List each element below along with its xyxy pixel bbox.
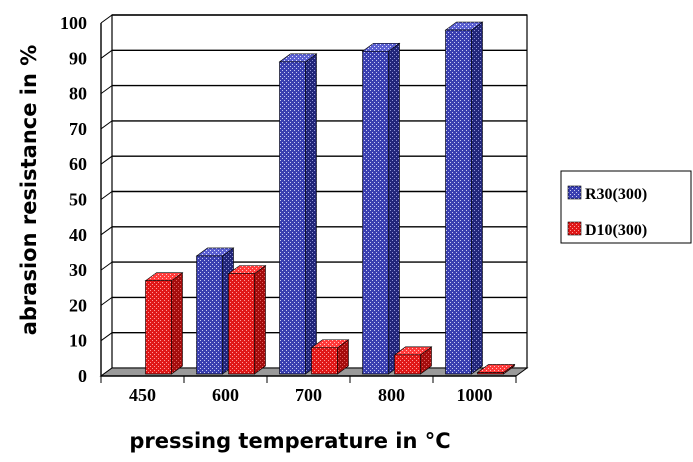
bar-front <box>145 280 172 375</box>
side-wall-tick <box>100 14 113 24</box>
y-tick-label: 50 <box>69 190 87 210</box>
bar-D10(300)-450 <box>144 272 184 375</box>
bar-front <box>445 29 472 375</box>
legend-label: R30(300) <box>585 186 647 203</box>
y-tick-label: 40 <box>69 225 87 245</box>
y-tick-label: 100 <box>60 13 87 33</box>
x-tick-labels: 450 600 700 800 1000 <box>129 385 493 405</box>
side-wall-tick <box>100 120 113 130</box>
bar-side <box>305 53 317 375</box>
y-tick-label: 0 <box>78 366 87 386</box>
y-tick-label: 70 <box>69 119 87 139</box>
side-wall-tick <box>100 296 113 306</box>
bar-R30(300)-600 <box>195 247 235 375</box>
bar-D10(300)-600 <box>227 265 267 375</box>
bar-R30(300)-800 <box>361 42 401 375</box>
bar-side <box>171 272 183 375</box>
side-wall-tick <box>100 155 113 165</box>
bars <box>144 21 516 375</box>
legend-swatch <box>567 221 582 236</box>
legend-label: D10(300) <box>585 222 647 239</box>
side-wall-tick <box>100 49 113 59</box>
y-tick-label: 10 <box>69 331 87 351</box>
side-wall-tick <box>100 85 113 95</box>
bar-front <box>362 50 389 375</box>
legend-box <box>560 170 692 244</box>
side-wall-tick <box>100 226 113 236</box>
bar-front <box>196 255 223 375</box>
bar-front <box>394 354 421 375</box>
y-tick-label: 60 <box>69 154 87 174</box>
bar-front <box>477 372 504 375</box>
bar-D10(300)-1000 <box>476 363 516 375</box>
y-tick-label: 20 <box>69 295 87 315</box>
x-tick-label: 800 <box>378 385 405 405</box>
y-tick-label: 30 <box>69 260 87 280</box>
bar-front <box>279 61 306 375</box>
y-axis-title: abrasion resistance in % <box>17 45 41 336</box>
bar-side <box>471 21 483 375</box>
bar-side <box>388 42 400 375</box>
bar-R30(300)-1000 <box>444 21 484 375</box>
x-tick-label: 600 <box>212 385 239 405</box>
x-tick-label: 450 <box>129 385 156 405</box>
side-wall-tick <box>100 191 113 200</box>
legend-swatch <box>567 185 582 200</box>
bar-front <box>311 347 338 375</box>
x-tick-label: 700 <box>295 385 322 405</box>
bar-front <box>228 273 255 375</box>
bar-D10(300)-700 <box>310 339 350 375</box>
bar-D10(300)-800 <box>393 346 433 375</box>
y-tick-label: 80 <box>69 84 87 104</box>
bar-R30(300)-700 <box>278 53 318 375</box>
x-tick-label: 1000 <box>457 385 493 405</box>
x-axis-title: pressing temperature in °C <box>129 429 450 453</box>
bar-side <box>254 265 266 375</box>
side-wall-tick <box>100 332 113 342</box>
legend: R30(300) D10(300) <box>560 170 692 244</box>
side-wall-tick <box>100 261 113 271</box>
y-tick-labels: 0 10 20 30 40 50 60 70 80 90 100 <box>60 13 87 386</box>
y-tick-label: 90 <box>69 48 87 68</box>
